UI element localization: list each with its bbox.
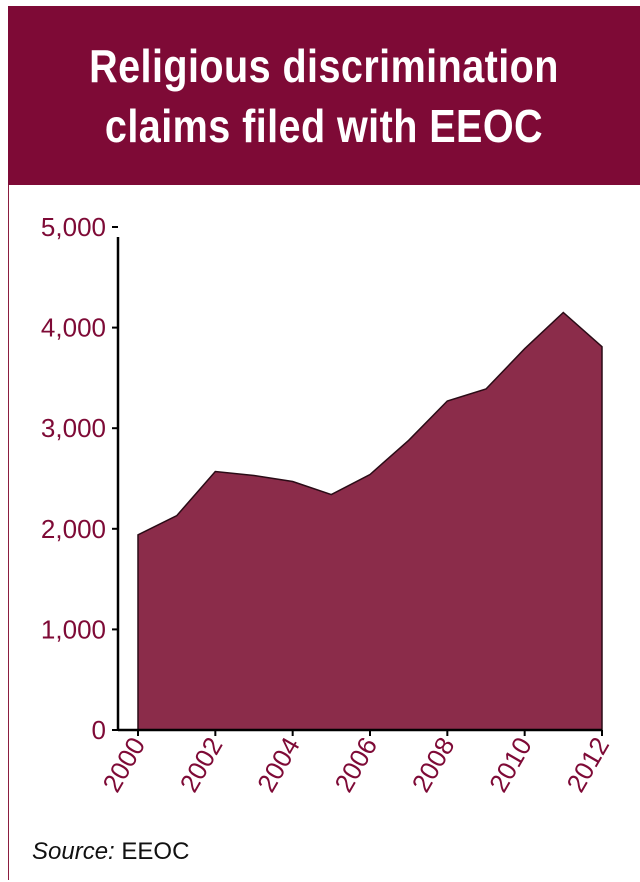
chart-title-line-2: claims filed with EEOC <box>104 99 544 152</box>
y-tick-label: 5,000 <box>41 212 106 242</box>
x-tick-label: 2006 <box>328 732 383 797</box>
y-tick-label: 1,000 <box>41 614 106 644</box>
x-tick-label: 2012 <box>560 732 615 797</box>
y-axis-ticks: 0 1,000 2,000 3,000 4,000 5,000 <box>41 212 118 745</box>
x-tick-label: 2010 <box>483 732 538 797</box>
x-tick-label: 2002 <box>174 732 229 797</box>
source-value: EEOC <box>121 838 190 865</box>
x-tick-label: 2008 <box>406 732 461 797</box>
chart-title-line-1: Religious discrimination <box>89 39 559 92</box>
claims-area <box>137 311 603 731</box>
source-label: Source: <box>32 838 115 865</box>
chart-header: Religious discrimination claims filed wi… <box>8 6 640 185</box>
y-tick-label: 3,000 <box>41 413 106 443</box>
chart-frame <box>8 6 638 880</box>
y-tick-label: 2,000 <box>41 514 106 544</box>
x-axis-ticks: 2000 2002 2004 2006 2008 2010 2012 <box>96 730 615 797</box>
x-tick-label: 2004 <box>251 732 306 797</box>
y-tick-label: 0 <box>92 715 106 745</box>
source-note: Source: EEOC <box>32 838 189 866</box>
y-tick-label: 4,000 <box>41 313 106 343</box>
